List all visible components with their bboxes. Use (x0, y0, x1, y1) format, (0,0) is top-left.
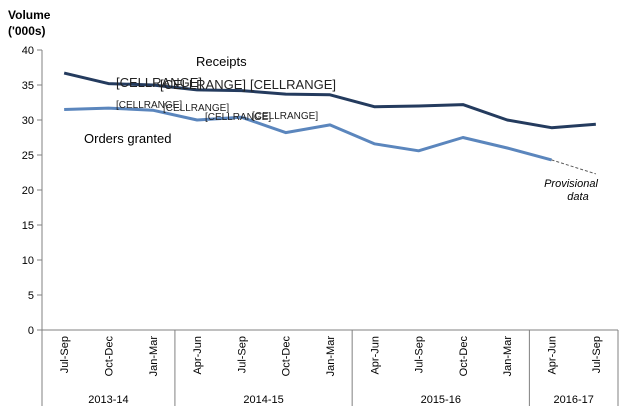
axes (41, 50, 618, 331)
y-tick-label: 30 (22, 115, 34, 127)
x-tick-label: Oct-Dec (458, 336, 470, 377)
x-tick-label: Jan-Mar (502, 336, 514, 377)
y-axis-title-line2: ('000s) (8, 24, 46, 38)
x-tick-label: Apr-Jun (369, 336, 381, 375)
cell-range-label-7: [CELLRANGE] (252, 111, 318, 122)
y-axis: 0 5 10 15 20 25 30 35 40 (22, 45, 42, 337)
x-tick-label: Jan-Mar (325, 336, 337, 377)
year-label: 2015-16 (421, 394, 461, 406)
y-tick-label: 15 (22, 220, 34, 232)
series-line-receipts (63, 71, 596, 130)
cell-range-label-4: [CELLRANGE] (116, 100, 182, 111)
year-label: 2014-15 (243, 394, 283, 406)
legend-label-receipts: Receipts (196, 54, 247, 69)
provisional-label-line1: Provisional (544, 178, 598, 190)
year-label: 2016-17 (554, 394, 594, 406)
y-tick-label: 35 (22, 80, 34, 92)
y-tick-label: 10 (22, 255, 34, 267)
y-tick-label: 0 (28, 325, 34, 337)
y-tick-label: 25 (22, 150, 34, 162)
series-line-provisional (551, 159, 596, 175)
series-line-orders-granted (64, 106, 552, 162)
x-tick-label: Jul-Sep (59, 336, 71, 373)
x-tick-label: Jul-Sep (591, 336, 603, 373)
cell-range-label-6: [CELLRANGE] (205, 112, 271, 123)
x-tick-label: Jul-Sep (414, 336, 426, 373)
y-tick-label: 20 (22, 185, 34, 197)
series-lines (63, 71, 596, 175)
x-tick-label: Oct-Dec (281, 336, 293, 377)
legend-label-orders-granted: Orders granted (84, 131, 171, 146)
y-tick-label: 5 (28, 290, 34, 302)
y-tick-label: 40 (22, 45, 34, 57)
x-tick-label: Jan-Mar (148, 336, 160, 377)
year-label: 2013-14 (88, 394, 128, 406)
x-tick-label: Jul-Sep (236, 336, 248, 373)
cell-range-label-2: [CELLRANGE] (160, 77, 246, 92)
cell-range-label-3: [CELLRANGE] (250, 77, 336, 92)
y-axis-title-line1: Volume (8, 8, 51, 22)
x-tick-label: Apr-Jun (547, 336, 559, 375)
x-axis: Jul-Sep Oct-Dec Jan-Mar Apr-Jun Jul-Sep Oct-D… (41, 330, 619, 406)
x-tick-label: Apr-Jun (192, 336, 204, 375)
provisional-label-line2: data (567, 191, 588, 203)
cell-range-label-5: [CELLRANGE] (163, 103, 229, 114)
cell-range-label-1: [CELLRANGE] (116, 75, 202, 90)
x-tick-label: Oct-Dec (103, 336, 115, 377)
